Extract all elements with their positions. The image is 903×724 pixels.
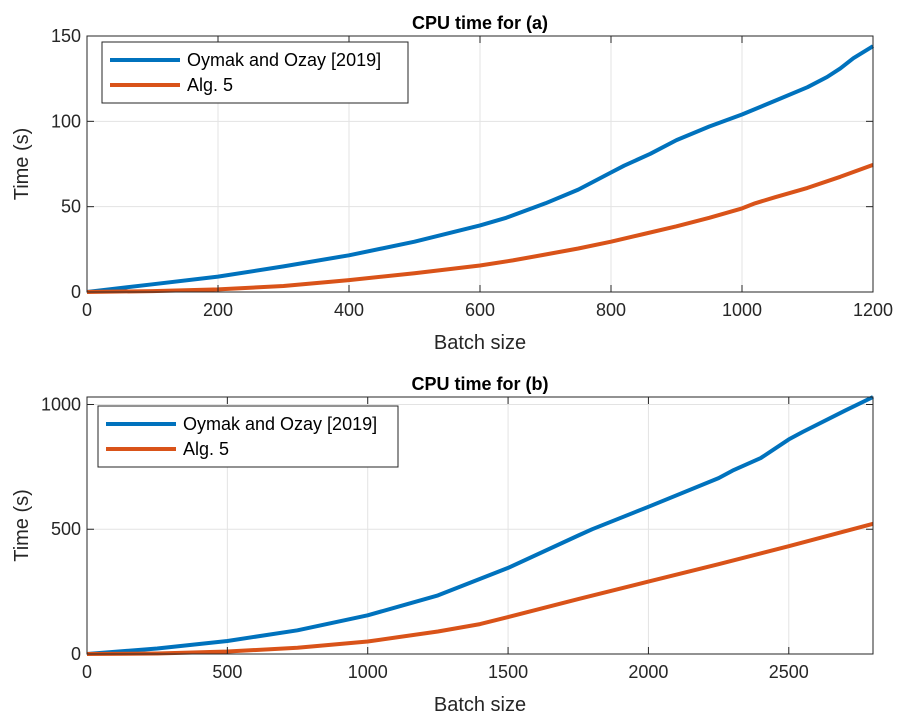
legend-label-1: Oymak and Ozay [2019] bbox=[187, 50, 381, 70]
x-tick-label: 0 bbox=[82, 662, 92, 682]
legend-label-1: Oymak and Ozay [2019] bbox=[183, 414, 377, 434]
legend-label-2: Alg. 5 bbox=[183, 439, 229, 459]
x-axis-label: Batch size bbox=[434, 332, 526, 354]
chart-b: CPU time for (b) Batch size Time (s) 0 50… bbox=[11, 374, 874, 716]
x-tick-label: 0 bbox=[82, 300, 92, 320]
x-tick-label: 600 bbox=[465, 300, 495, 320]
x-tick-label: 1000 bbox=[348, 662, 388, 682]
y-tick-label: 0 bbox=[71, 282, 81, 302]
x-tick-label: 800 bbox=[596, 300, 626, 320]
axes-box bbox=[86, 396, 874, 655]
series-line-1 bbox=[86, 395, 874, 656]
y-tick-label: 50 bbox=[61, 197, 81, 217]
legend bbox=[101, 41, 409, 104]
y-tick-label: 100 bbox=[51, 111, 81, 131]
x-tick-label: 500 bbox=[212, 662, 242, 682]
y-axis-label: Time (s) bbox=[11, 489, 33, 562]
y-axis-label: Time (s) bbox=[11, 128, 33, 201]
series-line-2 bbox=[86, 163, 874, 294]
x-tick-label: 1500 bbox=[488, 662, 528, 682]
x-axis-label: Batch size bbox=[434, 694, 526, 716]
chart-a: CPU time for (a) Batch size Time (s) 0 20… bbox=[11, 13, 893, 354]
chart-title: CPU time for (b) bbox=[412, 374, 549, 394]
legend-label-2: Alg. 5 bbox=[187, 75, 233, 95]
x-tick-label: 1000 bbox=[722, 300, 762, 320]
x-tick-label: 400 bbox=[334, 300, 364, 320]
chart-title: CPU time for (a) bbox=[412, 13, 548, 33]
x-tick-label: 200 bbox=[203, 300, 233, 320]
x-tick-label: 2000 bbox=[628, 662, 668, 682]
y-tick-label: 0 bbox=[71, 644, 81, 664]
y-tick-label: 500 bbox=[51, 519, 81, 539]
legend bbox=[97, 405, 399, 468]
y-tick-label: 150 bbox=[51, 26, 81, 46]
x-tick-label: 2500 bbox=[769, 662, 809, 682]
series-line-1 bbox=[86, 44, 875, 294]
y-tick-label: 1000 bbox=[41, 394, 81, 414]
x-tick-label: 1200 bbox=[853, 300, 893, 320]
